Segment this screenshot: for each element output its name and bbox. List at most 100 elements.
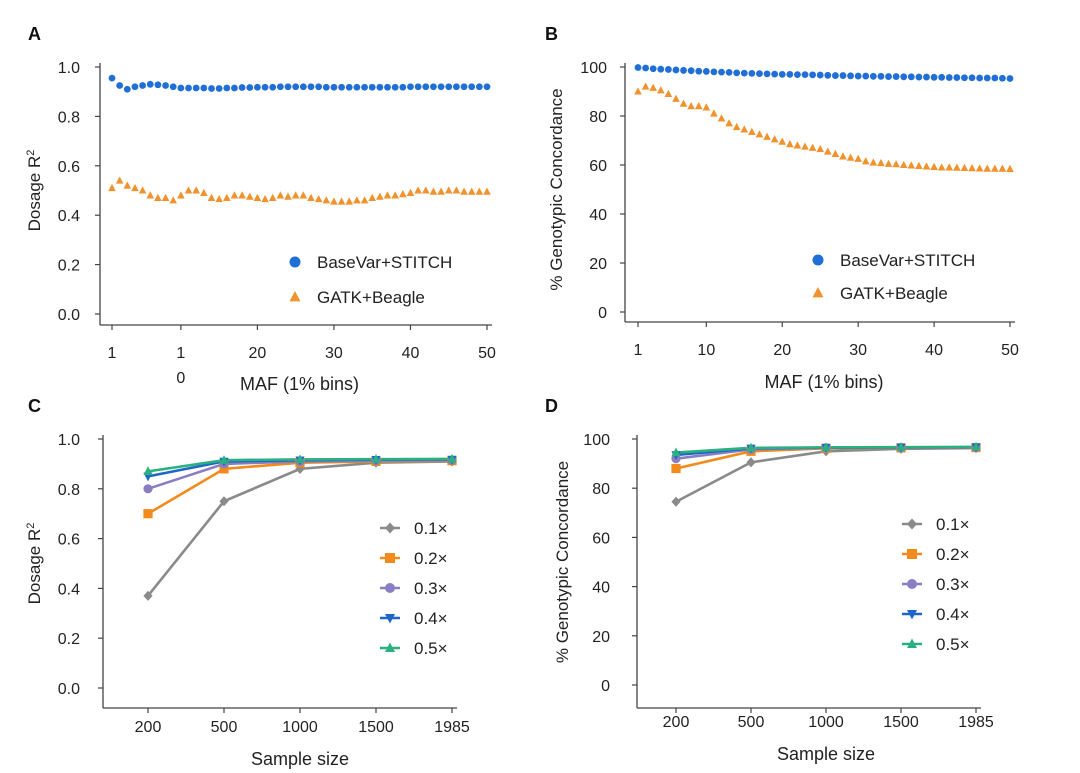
panel-b-point [938, 73, 946, 81]
panel-b-point [680, 67, 687, 74]
panel-b-point [717, 114, 726, 122]
panel-a-y-tick-label: 0.8 [58, 109, 80, 126]
panel-a-point [399, 83, 407, 91]
panel-a-point [230, 191, 239, 199]
panel-a-point [146, 80, 154, 88]
panel-b-y-tick-label: 60 [589, 158, 607, 175]
panel-b-point [999, 74, 1006, 82]
panel-b-point [937, 163, 946, 171]
panel-b-point [718, 68, 725, 76]
panel-c-y-tick-label: 0.4 [58, 581, 80, 598]
panel-a-point [407, 83, 414, 91]
panel-b-point [991, 164, 999, 172]
panel-a-point [368, 193, 377, 201]
panel-b-point [983, 164, 992, 172]
panel-b-point [998, 164, 1007, 172]
panel-a-y-tick-label: 0.6 [58, 159, 80, 176]
panel-a-point [253, 193, 262, 201]
panel-a-x-tick-label: 40 [402, 345, 420, 362]
panel-a-point [291, 191, 300, 199]
panel-c-x-tick-label: 200 [135, 719, 162, 736]
panel-b-y-tick-label: 20 [589, 256, 607, 273]
panel-b-point [961, 74, 968, 82]
panel-b-point [816, 144, 825, 153]
panel-b-point [642, 64, 649, 72]
panel-a-point [437, 83, 445, 91]
panel-c-point [219, 496, 229, 507]
panel-a-point [452, 83, 460, 91]
panel-c-point [295, 454, 305, 464]
panel-a-point [200, 84, 208, 92]
panel-a-point [460, 83, 468, 91]
panel-b-point [915, 161, 923, 170]
panel-b-point [930, 162, 938, 170]
panel-a-point [261, 194, 269, 203]
panel-a-point [475, 83, 483, 91]
panel-a-point [131, 83, 139, 91]
panel-b-x-tick-label: 1 [634, 342, 643, 359]
panel-b-point [687, 102, 695, 110]
panel-b-point [794, 71, 801, 78]
panel-b-point [770, 135, 779, 143]
panel-b-point [679, 99, 688, 107]
panel-a-point [269, 83, 277, 91]
panel-a-point [154, 193, 162, 201]
panel-a-point [215, 194, 223, 203]
panel-a-point [345, 197, 354, 205]
panel-c-legend-marker [385, 614, 395, 624]
panel-a-point [307, 83, 315, 91]
panel-a-x-tick-label: 50 [478, 345, 496, 362]
panel-d-legend-label: 0.5× [936, 635, 970, 654]
panel-a-point [483, 187, 491, 195]
panel-a-point [123, 181, 132, 189]
panel-a-point [475, 187, 484, 195]
panel-a-point [299, 83, 307, 91]
panel-d-point [671, 463, 681, 474]
panel-d-x-tick-label: 1985 [958, 714, 994, 731]
panel-a-legend-marker [289, 290, 301, 302]
panel-a-point [429, 187, 438, 195]
panel-d-legend-marker [907, 610, 917, 620]
panel-c-series-line [146, 460, 453, 597]
panel-b-y-tick-label: 80 [589, 109, 607, 126]
panel-a-point [192, 84, 200, 92]
panel-a-point [177, 84, 185, 92]
panel-b-point [831, 72, 839, 79]
panel-c-legend-label: 0.3× [414, 579, 448, 598]
panel-a-legend-label: GATK+Beagle [317, 288, 425, 307]
panel-c-x-tick-label: 500 [211, 719, 238, 736]
panel-b-point [763, 132, 771, 140]
panel-b-point [1006, 75, 1014, 82]
panel-b-point [808, 143, 817, 151]
panel-b-x-tick-label: 50 [1001, 342, 1019, 359]
panel-b-point [839, 152, 847, 160]
panel-a-point [406, 188, 415, 197]
panel-a-y-axis-label: Dosage R2 [25, 150, 44, 232]
panel-a-point [345, 83, 353, 91]
panel-d-y-axis-label: % Genotypic Concordance [553, 461, 572, 663]
panel-b-point [930, 73, 938, 81]
panel-d-legend-marker [907, 579, 917, 589]
panel-a-point [483, 83, 491, 91]
panel-b-point [975, 164, 984, 172]
panel-a-point [368, 83, 376, 91]
panel-b-point [634, 64, 642, 71]
panel-c-point [143, 466, 153, 476]
panel-a-point [146, 191, 155, 199]
panel-a-point [414, 186, 422, 194]
panel-b-legend-marker [812, 254, 824, 266]
panel-b-y-tick-label: 40 [589, 207, 607, 224]
panel-d-point [896, 442, 906, 451]
panel-b-point [740, 69, 748, 77]
panel-a-point [284, 83, 292, 91]
panel-b-point [664, 66, 672, 73]
panel-a-x-tick-label: 20 [249, 345, 267, 362]
panel-a-letter: A [28, 24, 41, 44]
panel-b-point [755, 130, 764, 138]
panel-b-point [953, 163, 961, 171]
panel-b-point [915, 73, 923, 81]
panel-b-point [732, 122, 741, 131]
panel-a-point [108, 74, 116, 82]
panel-a-point [254, 83, 261, 91]
